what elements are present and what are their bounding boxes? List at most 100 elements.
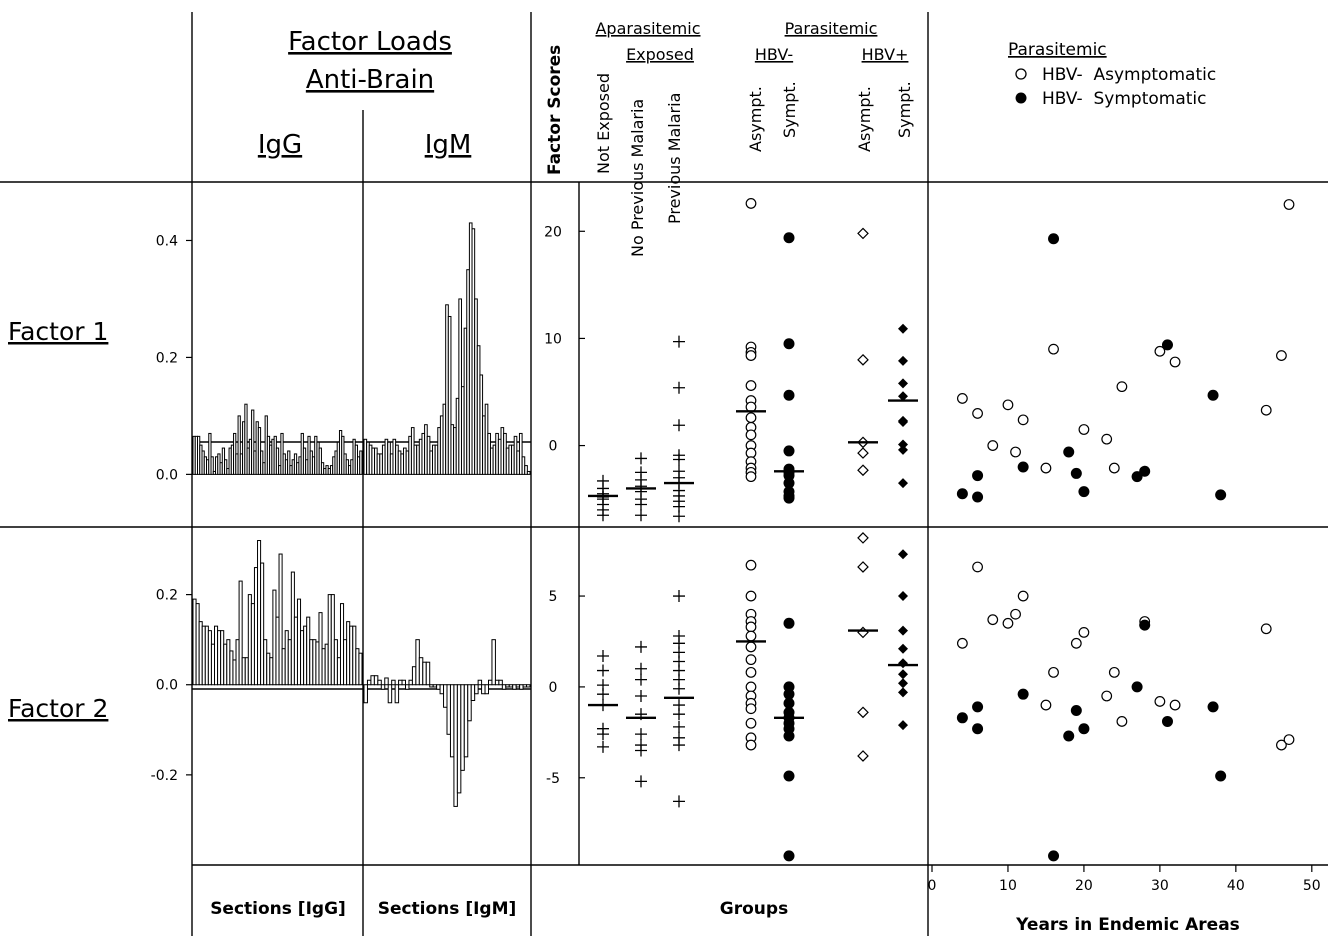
scores-f1-point xyxy=(746,351,756,361)
scores-f1-point xyxy=(898,417,908,427)
loads-f2-igm-bar xyxy=(461,685,464,771)
years-f2-point xyxy=(988,615,998,625)
loads-f1-ytick-label: 0.2 xyxy=(156,350,178,366)
scores-f2-point xyxy=(746,718,756,728)
scores-f1-point xyxy=(746,199,756,209)
scores-f1-point xyxy=(673,336,685,348)
loads-f2-igm-bar xyxy=(509,685,512,687)
scores-f2-point xyxy=(898,687,908,697)
loads-f2-igm-bar xyxy=(374,676,377,685)
scores-f2-point xyxy=(635,775,647,787)
scores-f2-point xyxy=(784,618,795,629)
years-f1-point xyxy=(973,409,983,419)
loads-f2-igm-bar xyxy=(399,680,402,685)
years-f2-point xyxy=(1132,681,1143,692)
years-factor2-chart xyxy=(957,562,1294,861)
years-f1-point xyxy=(1102,434,1112,444)
years-f1-point xyxy=(1215,489,1226,500)
years-f2-point xyxy=(1048,850,1059,861)
scores-f2-point xyxy=(746,591,756,601)
igg-header: IgG xyxy=(258,130,302,160)
loads-f2-igm-bar xyxy=(364,685,367,703)
scores-f1-point xyxy=(597,509,609,521)
years-f1-point xyxy=(1003,400,1013,410)
scores-f2-ytick-label: 0 xyxy=(549,680,558,696)
scores-f2-point xyxy=(597,665,609,677)
loads-f2-igm-bar xyxy=(433,685,436,687)
scores-f2-point xyxy=(635,728,647,740)
loads-f2-igm-bar xyxy=(471,685,474,701)
loads-f2-igm-bar xyxy=(381,685,384,690)
years-f2-point xyxy=(973,562,983,572)
years-f2-point xyxy=(958,639,968,649)
scores-f2-point xyxy=(673,721,685,733)
years-label: Years in Endemic Areas xyxy=(1015,915,1240,935)
scores-f2-point xyxy=(784,730,795,741)
scores-f2-point xyxy=(898,626,908,636)
loads-f2-igm-bar xyxy=(440,685,443,694)
anti-brain-title: Anti-Brain xyxy=(306,65,434,95)
scores-f2-point xyxy=(858,751,868,761)
scores-f2-point xyxy=(746,655,756,665)
years-f2-point xyxy=(1018,591,1028,601)
loads-f2-igm-bar xyxy=(475,685,478,694)
scores-f2-point xyxy=(746,642,756,652)
loads-f2-igm-bar xyxy=(516,685,519,687)
years-f2-point xyxy=(1102,691,1112,701)
parasitemic-header: Parasitemic xyxy=(785,19,878,38)
scores-f1-point xyxy=(784,445,795,456)
loads-f2-igm-bar xyxy=(388,685,391,703)
loads-f2-ytick-label: 0.2 xyxy=(156,588,178,604)
scores-f2-point xyxy=(597,688,609,700)
loads-f2-igm-bar xyxy=(371,676,374,685)
years-f2-point xyxy=(1063,730,1074,741)
scores-f2-point xyxy=(746,682,756,692)
years-f2-point xyxy=(1284,735,1294,745)
scores-f1-point xyxy=(784,338,795,349)
years-f1-point xyxy=(1078,486,1089,497)
scores-f2-point xyxy=(784,850,795,861)
scores-f2-ytick-label: 5 xyxy=(549,589,558,605)
loads-f2-igm-bar xyxy=(395,685,398,703)
loads-f2-igm-bar xyxy=(527,685,530,687)
loads-f2-igm-bar xyxy=(392,680,395,685)
scores-f2-point xyxy=(858,627,868,637)
years-f1-point xyxy=(1277,351,1287,361)
years-factor1-chart xyxy=(957,200,1294,503)
years-f2-point xyxy=(1071,705,1082,716)
group-no-previous-malaria: No Previous Malaria xyxy=(628,99,647,257)
scores-f1-ytick-label: 20 xyxy=(544,224,562,240)
loads-f2-igm-bar xyxy=(409,680,412,685)
years-f1-point xyxy=(1018,462,1029,473)
years-xtick-label: 0 xyxy=(928,878,937,894)
loads-f2-igg-bar xyxy=(359,653,362,685)
years-xtick-label: 20 xyxy=(1075,878,1093,894)
loads-f2-igm-bar xyxy=(457,685,460,793)
scores-f2-point xyxy=(898,549,908,559)
loads-f2-igm-bar xyxy=(454,685,457,807)
group-not-exposed: Not Exposed xyxy=(594,73,613,174)
sections-igm-label: Sections [IgM] xyxy=(378,899,517,919)
years-f1-point xyxy=(1048,233,1059,244)
years-f2-point xyxy=(1011,609,1021,619)
scores-f2-point xyxy=(673,739,685,751)
loads-f2-igm-bar xyxy=(447,685,450,735)
scores-factor1-chart: 01020 xyxy=(544,199,918,523)
years-f1-point xyxy=(957,488,968,499)
scores-f1-point xyxy=(746,413,756,423)
scores-f2-point xyxy=(746,704,756,714)
exposed-header: Exposed xyxy=(626,45,694,64)
years-xtick-label: 50 xyxy=(1303,878,1321,894)
loads-f2-igm-bar xyxy=(419,658,422,685)
scores-f1-point xyxy=(673,510,685,522)
years-f2-point xyxy=(1110,668,1120,678)
scores-f1-point xyxy=(784,493,795,504)
hbv-neg-header: HBV- xyxy=(755,45,793,64)
years-f2-point xyxy=(1003,619,1013,629)
years-f1-point xyxy=(1284,200,1294,210)
years-f1-point xyxy=(1049,344,1059,354)
years-f2-point xyxy=(1079,628,1089,638)
scores-f1-point xyxy=(746,381,756,391)
